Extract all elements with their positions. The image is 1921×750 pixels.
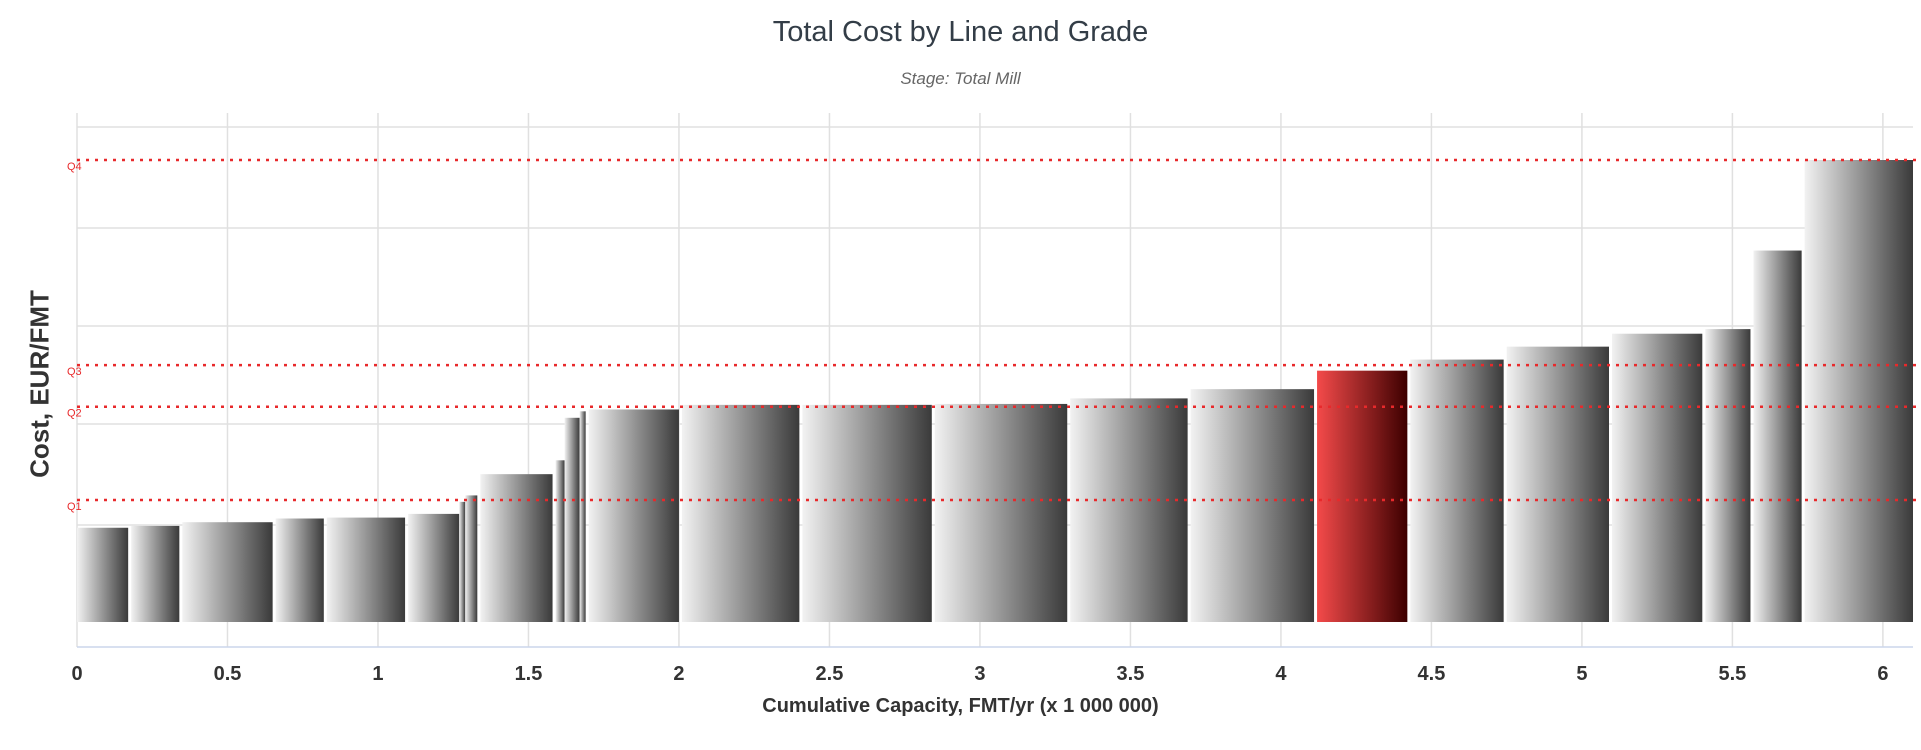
quartile-label-q3: Q3 [67, 366, 82, 378]
bar[interactable] [1705, 329, 1751, 622]
quartile-label-q1: Q1 [67, 501, 82, 513]
bar[interactable] [459, 501, 466, 622]
bar[interactable] [1190, 389, 1315, 622]
x-tick-label: 0 [71, 663, 82, 685]
chart-subtitle: Stage: Total Mill [900, 69, 1021, 88]
chart-title: Total Cost by Line and Grade [772, 16, 1149, 48]
x-tick-label: 3.5 [1117, 663, 1145, 685]
bar[interactable] [465, 495, 478, 622]
bar[interactable] [579, 411, 586, 622]
bar[interactable] [934, 403, 1068, 622]
x-tick-label: 4.5 [1418, 663, 1446, 685]
quartile-lines: Q1 Q2 Q3 Q4 [67, 158, 1917, 513]
x-axis-label: Cumulative Capacity, FMT/yr (x 1 000 000… [762, 695, 1159, 717]
bar[interactable] [131, 525, 180, 622]
x-tick-label: 2 [673, 663, 684, 685]
bar[interactable] [408, 513, 460, 622]
bar[interactable] [588, 409, 679, 622]
bar[interactable] [1410, 359, 1504, 622]
quartile-label-q2: Q2 [67, 408, 82, 420]
bar[interactable] [1753, 250, 1802, 622]
bar[interactable] [1070, 398, 1188, 622]
x-tick-label: 5 [1576, 663, 1587, 685]
bar[interactable] [802, 404, 932, 622]
x-axis: 0 0.5 1 1.5 2 2.5 3 3.5 4 4.5 5 5.5 6 [71, 646, 1913, 685]
bar[interactable] [564, 417, 580, 622]
bar[interactable] [480, 474, 553, 622]
bar[interactable] [77, 527, 129, 622]
x-tick-label: 0.5 [214, 663, 242, 685]
x-tick-label: 2.5 [816, 663, 844, 685]
x-tick-label: 3 [974, 663, 985, 685]
bar[interactable] [182, 522, 273, 622]
x-tick-label: 1.5 [515, 663, 543, 685]
bar[interactable] [555, 460, 565, 622]
bar[interactable] [275, 518, 324, 622]
bar[interactable] [1506, 346, 1610, 622]
bars [77, 160, 1913, 622]
bar[interactable] [1612, 333, 1703, 622]
quartile-label-q4: Q4 [67, 161, 82, 173]
x-tick-label: 5.5 [1719, 663, 1747, 685]
bar[interactable] [1804, 160, 1913, 622]
x-tick-label: 4 [1275, 663, 1287, 685]
y-axis-label: Cost, EUR/FMT [24, 290, 55, 478]
x-tick-label: 6 [1877, 663, 1888, 685]
bar[interactable] [681, 404, 800, 622]
bar-highlighted[interactable] [1317, 370, 1408, 622]
x-tick-label: 1 [372, 663, 383, 685]
bar[interactable] [326, 517, 406, 622]
